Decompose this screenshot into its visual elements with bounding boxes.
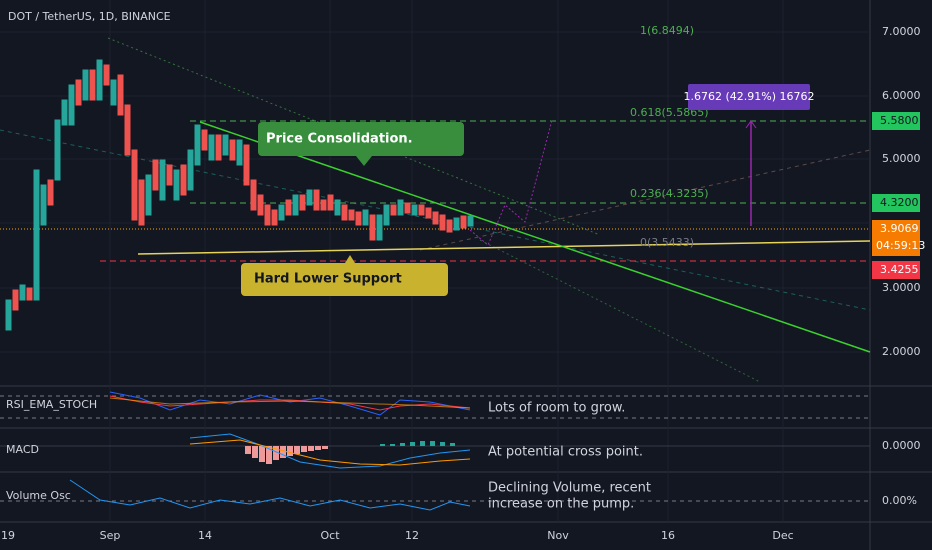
red-candles (12, 64, 467, 311)
macd-drawing (0, 433, 870, 469)
price-tag-label: 4.3200 (880, 196, 919, 209)
fib-label: 0.236(4.3235) (630, 187, 709, 200)
fib-label: 0(3.5433) (640, 236, 694, 249)
price-tag (872, 261, 920, 279)
symbol-title: DOT / TetherUS, 1D, BINANCE (8, 10, 171, 23)
callout-text: Hard Lower Support (254, 272, 402, 287)
date-label: 12 (405, 529, 419, 542)
date-label: 19 (1, 529, 15, 542)
indicator-name: Volume Osc (6, 489, 71, 502)
callout-text: Price Consolidation. (266, 132, 413, 147)
date-label: 14 (198, 529, 212, 542)
price-label: 6.0000 (882, 89, 921, 102)
indicator-note: At potential cross point. (488, 445, 643, 460)
indicator-note: increase on the pump. (488, 497, 634, 512)
indicator-note: Declining Volume, recent (488, 481, 651, 496)
price-tag-label: 3.4255 (880, 263, 919, 276)
green-candles (5, 59, 474, 331)
price-tag-label: 3.9069 (880, 222, 919, 235)
indicator-axis: 0.0000 (882, 439, 921, 452)
price-tag (872, 194, 920, 212)
date-label: Sep (100, 529, 121, 542)
indicator-name: MACD (6, 443, 39, 456)
price-tag (872, 112, 920, 130)
price-label: 2.0000 (882, 345, 921, 358)
countdown-label: 04:59:13 (876, 239, 925, 252)
price-label: 7.0000 (882, 25, 921, 38)
callout-box (258, 122, 464, 166)
rsi-lines (0, 391, 870, 419)
measure-label: 1.6762 (42.91%) 16762 (683, 90, 814, 103)
date-label: Dec (772, 529, 793, 542)
fib-label: 1(6.8494) (640, 24, 694, 37)
callout-box (241, 255, 448, 296)
price-label: 3.0000 (882, 281, 921, 294)
measure-box (688, 84, 810, 110)
indicator-name: RSI_EMA_STOCH (6, 398, 97, 411)
price-tag-label: 5.5800 (880, 114, 919, 127)
indicator-note: Lots of room to grow. (488, 401, 625, 416)
date-label: 16 (661, 529, 675, 542)
price-label: 5.0000 (882, 152, 921, 165)
price-tag (872, 220, 920, 256)
indicator-axis: 0.00% (882, 494, 917, 507)
volume-drawing (0, 479, 870, 511)
date-label: Nov (547, 529, 569, 542)
date-label: Oct (320, 529, 340, 542)
